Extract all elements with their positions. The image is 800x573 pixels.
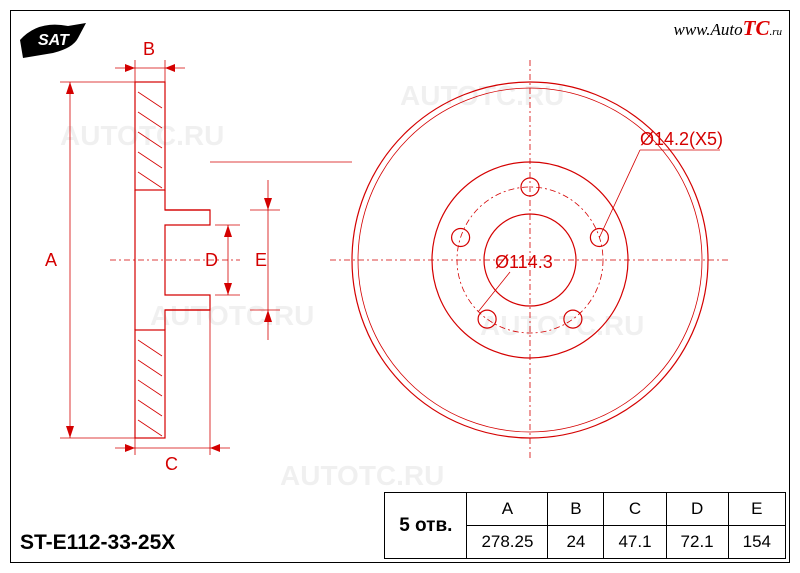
table-value: 278.25 [467, 526, 548, 559]
table-value: 24 [548, 526, 604, 559]
autotc-logo: www.AutoTC.ru [674, 16, 783, 41]
table-header: D [666, 493, 728, 526]
holes-count: 5 отв. [385, 493, 467, 559]
part-number: ST-E112-33-25X [20, 531, 175, 555]
table-value: 47.1 [604, 526, 666, 559]
table-header: E [728, 493, 785, 526]
table-value: 72.1 [666, 526, 728, 559]
table-header: A [467, 493, 548, 526]
sat-logo: SAT [18, 18, 88, 63]
svg-text:SAT: SAT [38, 32, 70, 49]
table-header: C [604, 493, 666, 526]
dimension-table: 5 отв. A B C D E 278.25 24 47.1 72.1 154 [384, 492, 786, 559]
table-header: B [548, 493, 604, 526]
drawing-frame [10, 10, 790, 563]
table-value: 154 [728, 526, 785, 559]
